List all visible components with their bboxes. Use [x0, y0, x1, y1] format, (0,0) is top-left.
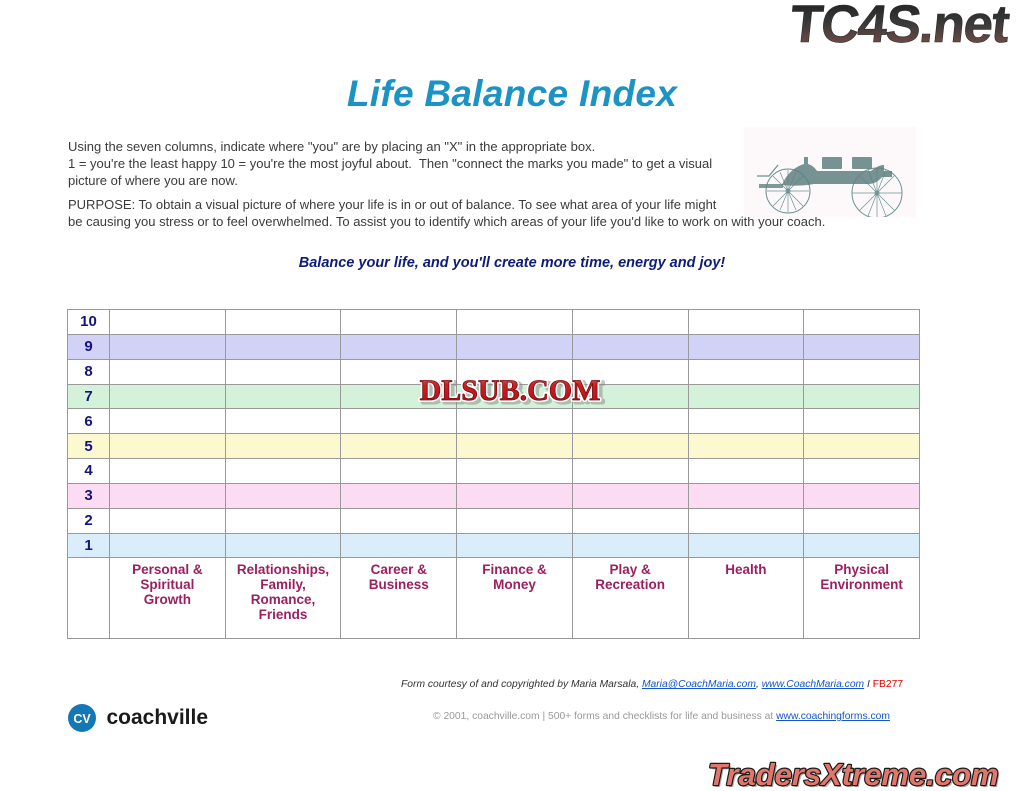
- svg-text:TradersXtreme.com: TradersXtreme.com: [708, 757, 999, 791]
- svg-text:TC4S.net: TC4S.net: [787, 0, 1013, 54]
- svg-text:DLSUB.COM: DLSUB.COM: [420, 380, 601, 407]
- svg-text:CV: CV: [73, 712, 91, 726]
